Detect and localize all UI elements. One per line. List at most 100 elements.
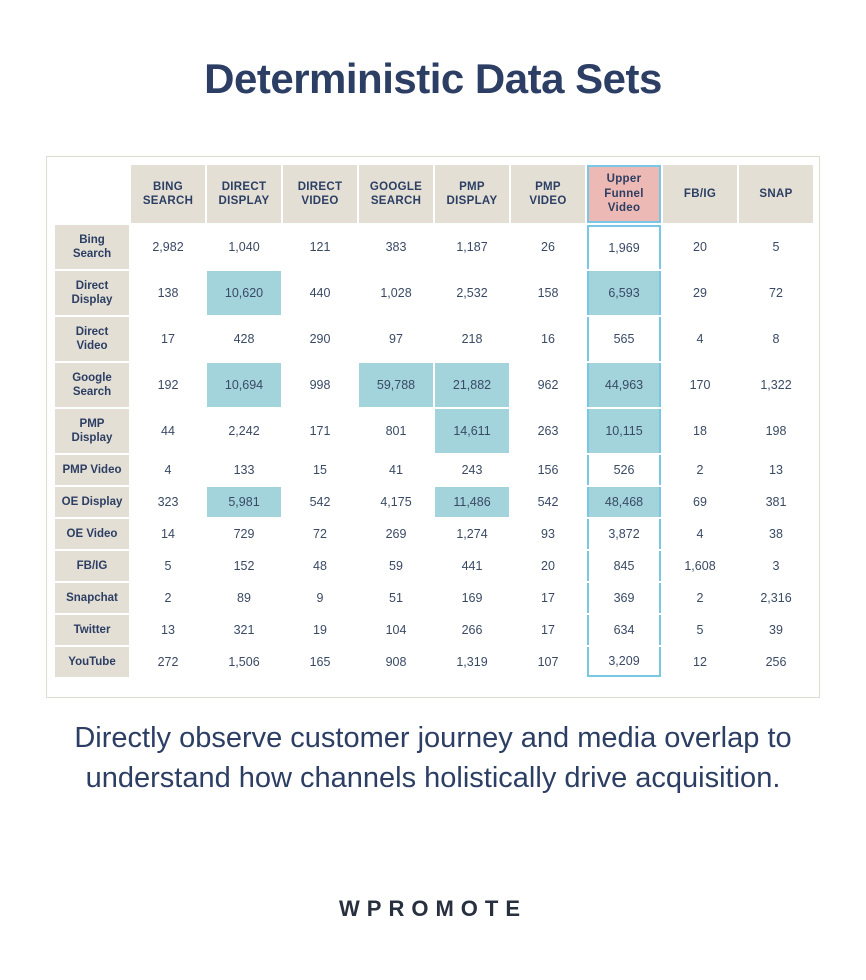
data-cell: 369 <box>587 583 661 613</box>
row-header-line: Search <box>72 248 112 260</box>
data-cell: 998 <box>283 363 357 407</box>
data-cell: 107 <box>511 647 585 677</box>
table-row: Google Search 192 10,694 998 59,788 21,882 962 4… <box>55 363 813 407</box>
data-cell: 542 <box>511 487 585 517</box>
data-cell: 89 <box>207 583 281 613</box>
table-header: BING SEARCH DIRECT DISPLAY DIRECT VIDEO GOOGLE… <box>55 165 813 223</box>
wpromote-logo: WPROMOTE <box>339 896 527 921</box>
data-cell: 20 <box>511 551 585 581</box>
data-cell: 170 <box>663 363 737 407</box>
row-header-line: PMP <box>79 417 105 430</box>
column-header-line: Video <box>607 202 641 215</box>
row-header-line: Google <box>72 371 112 384</box>
table-row: FB/IG 5 152 48 59 441 20 845 1,608 3 <box>55 551 813 581</box>
data-cell: 93 <box>511 519 585 549</box>
table-row: Bing Search 2,982 1,040 121 383 1,187 26 1,969 20… <box>55 225 813 269</box>
data-cell: 5,981 <box>207 487 281 517</box>
row-header-bing-search: Bing Search <box>55 225 129 269</box>
row-header-line: Direct <box>75 279 109 292</box>
data-cell: 290 <box>283 317 357 361</box>
column-header-direct-video: DIRECT VIDEO <box>283 165 357 223</box>
data-matrix-card: BING SEARCH DIRECT DISPLAY DIRECT VIDEO GOOGLE… <box>46 156 820 698</box>
data-cell: 39 <box>739 615 813 645</box>
table-row: PMP Video 4 133 15 41 243 156 526 2 13 <box>55 455 813 485</box>
data-cell: 908 <box>359 647 433 677</box>
data-cell: 26 <box>511 225 585 269</box>
data-cell: 11,486 <box>435 487 509 517</box>
data-cell: 2 <box>663 583 737 613</box>
data-cell: 13 <box>739 455 813 485</box>
data-cell: 14,611 <box>435 409 509 453</box>
data-cell: 3,872 <box>587 519 661 549</box>
data-cell: 383 <box>359 225 433 269</box>
caption-text: Directly observe customer journey and me… <box>74 722 792 795</box>
data-cell: 4,175 <box>359 487 433 517</box>
data-cell: 272 <box>131 647 205 677</box>
column-header-bing-search: BING SEARCH <box>131 165 205 223</box>
row-header-youtube: YouTube <box>55 647 129 677</box>
column-header-line: DISPLAY <box>218 195 270 207</box>
data-cell: 565 <box>587 317 661 361</box>
data-cell: 12 <box>663 647 737 677</box>
data-cell: 1,608 <box>663 551 737 581</box>
data-cell: 169 <box>435 583 509 613</box>
data-cell: 29 <box>663 271 737 315</box>
row-header-line: PMP Video <box>62 463 122 476</box>
column-header-line: PMP <box>535 180 561 193</box>
data-cell: 1,506 <box>207 647 281 677</box>
table-row: YouTube 272 1,506 165 908 1,319 107 3,209 12 256 <box>55 647 813 677</box>
data-cell: 2 <box>663 455 737 485</box>
data-cell: 198 <box>739 409 813 453</box>
column-header-direct-display: DIRECT DISPLAY <box>207 165 281 223</box>
data-cell: 266 <box>435 615 509 645</box>
data-cell: 321 <box>207 615 281 645</box>
row-header-oe-video: OE Video <box>55 519 129 549</box>
data-cell: 440 <box>283 271 357 315</box>
data-cell: 5 <box>739 225 813 269</box>
column-header-line: SEARCH <box>370 195 422 207</box>
data-cell: 4 <box>131 455 205 485</box>
data-cell: 269 <box>359 519 433 549</box>
table-row: Direct Display 138 10,620 440 1,028 2,532 158 6,… <box>55 271 813 315</box>
table-row: OE Display 323 5,981 542 4,175 11,486 542 48,46… <box>55 487 813 517</box>
data-cell: 441 <box>435 551 509 581</box>
row-header-line: Display <box>71 294 113 306</box>
data-cell: 428 <box>207 317 281 361</box>
row-header-google-search: Google Search <box>55 363 129 407</box>
data-cell: 17 <box>511 615 585 645</box>
data-cell: 962 <box>511 363 585 407</box>
column-header-line: DISPLAY <box>446 195 498 207</box>
column-header-line: BING <box>153 180 183 193</box>
data-cell: 2,982 <box>131 225 205 269</box>
data-cell: 192 <box>131 363 205 407</box>
row-header-fb-ig: FB/IG <box>55 551 129 581</box>
row-header-line: Search <box>72 386 112 398</box>
data-cell: 1,322 <box>739 363 813 407</box>
data-cell: 19 <box>283 615 357 645</box>
row-header-line: Bing <box>79 233 105 246</box>
column-header-line: DIRECT <box>221 180 267 193</box>
data-cell: 17 <box>511 583 585 613</box>
row-header-line: YouTube <box>68 655 116 668</box>
table-corner-cell <box>55 165 129 223</box>
column-header-line: SNAP <box>759 187 793 200</box>
data-cell: 72 <box>739 271 813 315</box>
data-cell: 5 <box>663 615 737 645</box>
column-header-line: VIDEO <box>529 195 567 207</box>
data-cell: 6,593 <box>587 271 661 315</box>
data-cell: 2,532 <box>435 271 509 315</box>
data-cell: 121 <box>283 225 357 269</box>
table-row: Twitter 13 321 19 104 266 17 634 5 39 <box>55 615 813 645</box>
data-cell: 263 <box>511 409 585 453</box>
row-header-line: Display <box>71 432 113 444</box>
row-header-oe-display: OE Display <box>55 487 129 517</box>
data-cell: 171 <box>283 409 357 453</box>
column-header-line: SEARCH <box>142 195 194 207</box>
column-header-pmp-video: PMP VIDEO <box>511 165 585 223</box>
data-cell: 8 <box>739 317 813 361</box>
data-cell: 3 <box>739 551 813 581</box>
data-cell: 526 <box>587 455 661 485</box>
data-cell: 48 <box>283 551 357 581</box>
data-cell: 3,209 <box>587 647 661 677</box>
